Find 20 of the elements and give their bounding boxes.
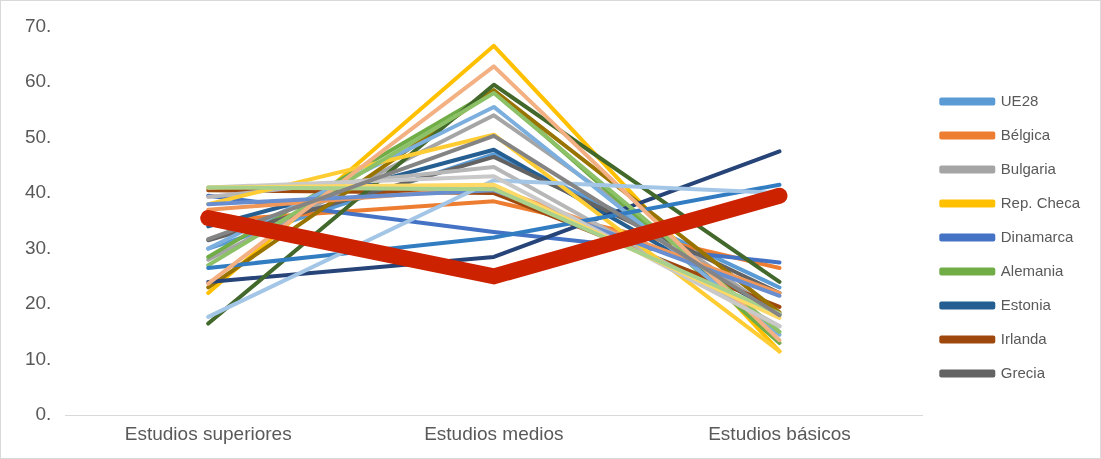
legend-label: Alemania <box>1000 261 1064 279</box>
y-tick-label: 70. <box>24 14 52 36</box>
legend-label: Bélgica <box>1000 125 1051 143</box>
x-tick-label: Estudios medios <box>424 422 564 444</box>
y-tick-label: 10. <box>24 347 52 369</box>
legend-label: Grecia <box>1000 363 1046 381</box>
y-tick-label: 0. <box>35 403 52 425</box>
x-tick-label: Estudios superiores <box>124 422 292 444</box>
legend-label: UE28 <box>1000 91 1039 109</box>
y-tick-label: 30. <box>24 236 52 258</box>
y-tick-label: 40. <box>24 181 52 203</box>
legend-label: Estonia <box>1000 295 1052 313</box>
legend-label: Dinamarca <box>1000 227 1074 245</box>
y-tick-label: 50. <box>24 125 52 147</box>
legend-label: Rep. Checa <box>1000 193 1081 211</box>
legend-label: Bulgaria <box>1000 159 1057 177</box>
x-tick-label: Estudios básicos <box>708 422 851 444</box>
y-tick-label: 60. <box>24 70 52 92</box>
legend-label: Irlanda <box>1000 329 1048 347</box>
y-tick-label: 20. <box>24 292 52 314</box>
